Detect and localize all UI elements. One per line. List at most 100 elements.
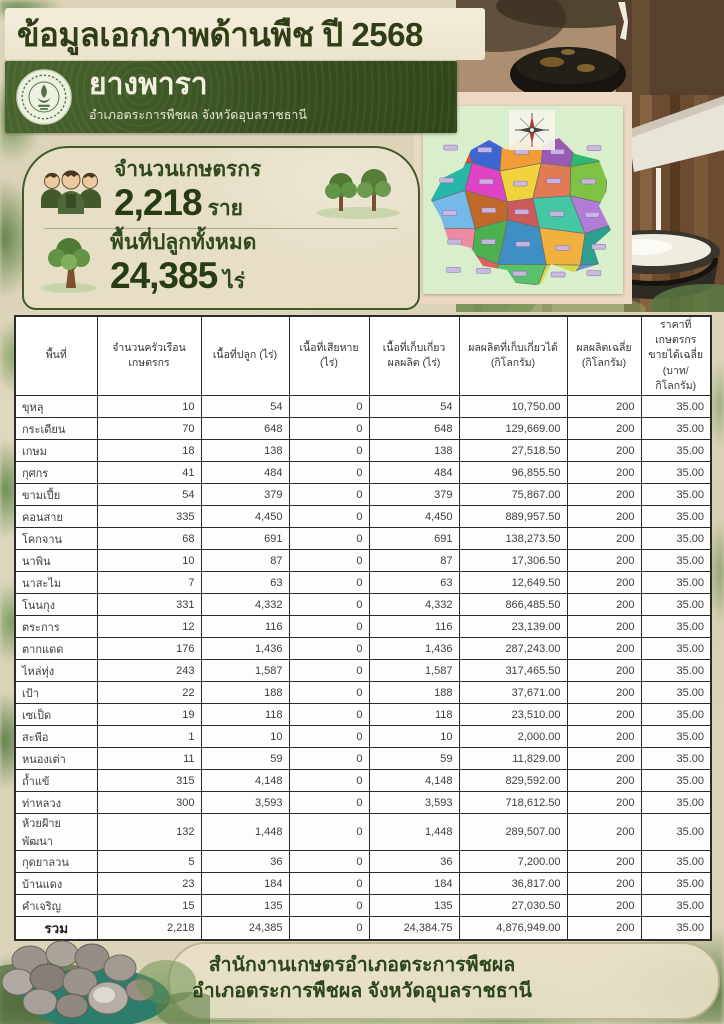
- cell-area-name: ขามเปี้ย: [14, 483, 98, 507]
- cell-value: 5: [96, 850, 202, 874]
- cell-value: 36: [200, 850, 290, 874]
- cell-value: 0: [288, 747, 370, 771]
- cell-value: 35.00: [640, 637, 712, 661]
- cell-value: 287,243.00: [458, 637, 568, 661]
- cell-value: 0: [288, 872, 370, 896]
- table-row: กุศกร 41 484 0 484 96,855.50 200 35.00: [14, 461, 712, 485]
- cell-value: 300: [96, 791, 202, 815]
- cell-value: 35.00: [640, 769, 712, 793]
- cell-value: 0: [288, 417, 370, 441]
- footer: สำนักงานเกษตรอำเภอตระการพืชผล อำเภอตระกา…: [0, 952, 724, 1005]
- cell-value: 200: [566, 659, 642, 683]
- cell-value: 0: [288, 681, 370, 705]
- cell-value: 35.00: [640, 593, 712, 617]
- cell-value: 331: [96, 593, 202, 617]
- cell-value: 200: [566, 681, 642, 705]
- cell-area-name: ตากแดด: [14, 637, 98, 661]
- cell-value: 135: [368, 894, 460, 918]
- table-row: กระเดียน 70 648 0 648 129,669.00 200 35.00: [14, 417, 712, 441]
- table-row: โคกจาน 68 691 0 691 138,273.50 200 35.00: [14, 527, 712, 551]
- map-region-label-chip: [514, 209, 530, 215]
- cell-value: 35.00: [640, 483, 712, 507]
- cell-value: 41: [96, 461, 202, 485]
- cell-value: 7,200.00: [458, 850, 568, 874]
- farmers-count-value: 2,218: [114, 182, 203, 224]
- cell-value: 200: [566, 916, 642, 941]
- cell-value: 1,587: [200, 659, 290, 683]
- cell-value: 184: [200, 872, 290, 896]
- map-region-label-chip: [446, 267, 461, 273]
- table-row: สะพือ 1 10 0 10 2,000.00 200 35.00: [14, 725, 712, 749]
- cell-value: 24,384.75: [368, 916, 460, 941]
- crop-name: ยางพารา: [89, 68, 208, 102]
- table-row: คำเจริญ 15 135 0 135 27,030.50 200 35.00: [14, 894, 712, 918]
- cell-area-name: ถ้ำแข้: [14, 769, 98, 793]
- table-header-row: พื้นที่ จำนวนครัวเรือน เกษตรกร เนื้อที่ป…: [14, 315, 712, 397]
- cell-area-name: กระเดียน: [14, 417, 98, 441]
- cell-value: 317,465.50: [458, 659, 568, 683]
- cell-value: 118: [200, 703, 290, 727]
- cell-value: 0: [288, 637, 370, 661]
- map-region-label-chip: [515, 241, 531, 247]
- cell-value: 200: [566, 395, 642, 419]
- cell-value: 648: [368, 417, 460, 441]
- cell-value: 35.00: [640, 813, 712, 852]
- cell-value: 12: [96, 615, 202, 639]
- cell-value: 200: [566, 850, 642, 874]
- farmers-count-label: จำนวนเกษตรกร: [114, 157, 262, 181]
- cell-value: 70: [96, 417, 202, 441]
- cell-value: 35.00: [640, 571, 712, 595]
- cell-value: 35.00: [640, 549, 712, 573]
- cell-value: 138: [200, 439, 290, 463]
- cell-value: 10: [200, 725, 290, 749]
- map-region-label-chip: [591, 243, 606, 250]
- crop-data-table: พื้นที่ จำนวนครัวเรือน เกษตรกร เนื้อที่ป…: [14, 315, 712, 942]
- cell-value: 11,829.00: [458, 747, 568, 771]
- map-region-label-chip: [512, 270, 527, 277]
- cell-value: 0: [288, 439, 370, 463]
- cell-value: 35.00: [640, 916, 712, 941]
- map-region-label-chip: [586, 270, 602, 276]
- cell-value: 116: [368, 615, 460, 639]
- cell-value: 0: [288, 483, 370, 507]
- cell-value: 691: [200, 527, 290, 551]
- cell-value: 200: [566, 615, 642, 639]
- map-region-label-chip: [555, 245, 571, 251]
- cell-value: 1: [96, 725, 202, 749]
- cell-value: 691: [368, 527, 460, 551]
- cell-value: 68: [96, 527, 202, 551]
- cell-value: 0: [288, 461, 370, 485]
- cell-value: 200: [566, 791, 642, 815]
- planted-area-label: พื้นที่ปลูกทั้งหมด: [110, 230, 257, 254]
- cell-value: 1,436: [368, 637, 460, 661]
- table-row: ขามเปี้ย 54 379 0 379 75,867.00 200 35.00: [14, 483, 712, 507]
- cell-value: 200: [566, 703, 642, 727]
- col-header-avg-price: ราคาที่เกษตรกร ขายได้เฉลี่ย (บาท/กิโลกรั…: [640, 315, 712, 397]
- cell-value: 200: [566, 527, 642, 551]
- map-region-label-chip: [476, 268, 491, 274]
- cell-value: 200: [566, 571, 642, 595]
- cell-value: 129,669.00: [458, 417, 568, 441]
- cell-area-name: ห้วยฝ้ายพัฒนา: [14, 813, 98, 852]
- cell-value: 188: [200, 681, 290, 705]
- cell-value: 54: [368, 395, 460, 419]
- cell-value: 87: [200, 549, 290, 573]
- cell-value: 23,139.00: [458, 615, 568, 639]
- map-region-label-chip: [586, 145, 602, 151]
- cell-value: 0: [288, 894, 370, 918]
- cell-value: 59: [200, 747, 290, 771]
- planted-area-unit: ไร่: [223, 270, 246, 294]
- cell-value: 35.00: [640, 615, 712, 639]
- cell-value: 200: [566, 417, 642, 441]
- cell-value: 15: [96, 894, 202, 918]
- cell-value: 484: [368, 461, 460, 485]
- cell-area-name: โนนกุง: [14, 593, 98, 617]
- cell-value: 35.00: [640, 527, 712, 551]
- map-region-label-chip: [439, 177, 454, 184]
- table-row: ตากแดด 176 1,436 0 1,436 287,243.00 200 35.00: [14, 637, 712, 661]
- table-row: บ้านแดง 23 184 0 184 36,817.00 200 35.00: [14, 872, 712, 896]
- cell-area-name: คอนสาย: [14, 505, 98, 529]
- cell-value: 132: [96, 813, 202, 852]
- planted-area-stat: พื้นที่ปลูกทั้งหมด 24,385 ไร่: [38, 231, 404, 299]
- map-region-label-chip: [443, 144, 458, 151]
